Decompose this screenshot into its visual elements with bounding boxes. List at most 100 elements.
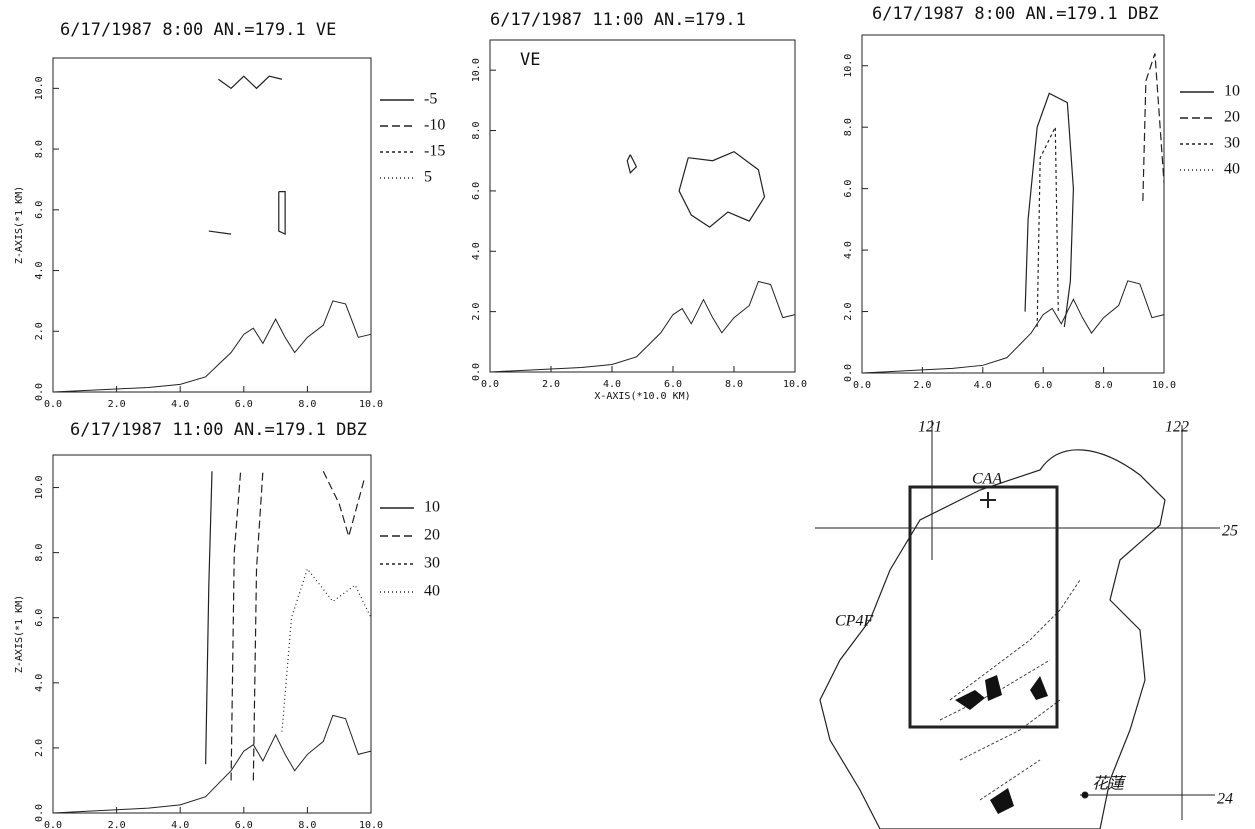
x-tick-label: 10.0	[1152, 380, 1176, 391]
x-tick-label: 0.0	[44, 399, 62, 410]
map-label: CP4F	[835, 613, 873, 630]
y-tick-label: 6.0	[471, 182, 482, 200]
legend-label: 10	[424, 499, 440, 516]
y-tick-label: 2.0	[843, 303, 854, 321]
x-tick-label: 0.0	[44, 820, 62, 829]
x-tick-label: 10.0	[359, 820, 383, 829]
x-axis-label: X-AXIS(*10.0 KM)	[594, 391, 690, 402]
x-tick-label: 8.0	[298, 820, 316, 829]
map-label: CAA	[972, 471, 1002, 488]
contour	[252, 471, 264, 781]
y-tick-label: 2.0	[471, 303, 482, 321]
contour	[1036, 126, 1059, 327]
panel-title: 6/17/1987 8:00 AN.=179.1 DBZ	[872, 4, 1159, 24]
x-tick-label: 2.0	[108, 820, 126, 829]
hatched-region	[939, 579, 1081, 801]
terrain-line	[489, 280, 796, 373]
terrain-line	[861, 280, 1165, 374]
contour	[281, 567, 372, 732]
panel: 6/17/1987 8:00 AN.=179.1 DBZ 0.0 2.0 4.0 6.0…	[843, 4, 1240, 391]
y-tick-label: 8.0	[34, 544, 45, 562]
x-tick-label: 8.0	[1095, 380, 1113, 391]
y-tick-label: 0.0	[471, 363, 482, 381]
plot-frame	[52, 57, 372, 393]
echo-cells	[955, 675, 1048, 814]
legend-label: 20	[1224, 109, 1240, 126]
x-tick-label: 6.0	[1034, 380, 1052, 391]
x-tick-label: 4.0	[171, 399, 189, 410]
contour	[1024, 92, 1075, 327]
legend-label: -5	[424, 91, 437, 108]
contour	[626, 154, 638, 174]
terrain-line	[52, 300, 372, 393]
x-tick-label: 6.0	[235, 820, 253, 829]
plot-frame	[52, 454, 372, 814]
y-tick-label: 6.0	[34, 609, 45, 627]
legend-label: 10	[1224, 83, 1240, 100]
y-tick-label: 10.0	[471, 58, 482, 82]
y-tick-label: 2.0	[34, 739, 45, 757]
legend-label: 30	[1224, 135, 1240, 152]
y-tick-label: 4.0	[843, 241, 854, 259]
y-tick-label: 8.0	[471, 122, 482, 140]
inner-label: VE	[520, 50, 540, 70]
x-tick-label: 6.0	[235, 399, 253, 410]
panel-title: 6/17/1987 11:00 AN.=179.1 DBZ	[70, 420, 367, 440]
panel-title: 6/17/1987 8:00 AN.=179.1 VE	[60, 20, 336, 40]
x-tick-label: 0.0	[481, 379, 499, 390]
x-tick-label: 4.0	[171, 820, 189, 829]
panel: 6/17/1987 8:00 AN.=179.1 VE 0.0 2.0 4.0 6.0 8…	[14, 20, 445, 410]
x-tick-label: 2.0	[913, 380, 931, 391]
legend-label: 30	[424, 555, 440, 572]
map-label: 花蓮	[1092, 775, 1127, 793]
panel-title: 6/17/1987 11:00 AN.=179.1	[490, 10, 746, 30]
contour	[218, 75, 283, 90]
y-axis-label: Z-AXIS(*1 KM)	[14, 595, 25, 673]
y-tick-label: 8.0	[843, 118, 854, 136]
legend-label: -15	[424, 143, 445, 160]
contour	[678, 150, 766, 228]
map: 121 122 25 24 CAA CP4F 花蓮	[815, 419, 1238, 829]
legend-label: -10	[424, 117, 445, 134]
contour	[1142, 53, 1165, 201]
x-tick-label: 2.0	[108, 399, 126, 410]
y-tick-label: 0.0	[34, 383, 45, 401]
x-tick-label: 0.0	[853, 380, 871, 391]
contour	[278, 191, 286, 236]
y-tick-label: 6.0	[34, 201, 45, 219]
y-tick-label: 10.0	[843, 54, 854, 78]
y-tick-label: 2.0	[34, 322, 45, 340]
y-tick-label: 10.0	[34, 76, 45, 100]
legend-label: 20	[424, 527, 440, 544]
x-tick-label: 6.0	[664, 379, 682, 390]
map-label: 121	[918, 419, 942, 436]
x-tick-label: 10.0	[359, 399, 383, 410]
map-label: 24	[1217, 791, 1233, 808]
x-tick-label: 4.0	[974, 380, 992, 391]
plot-frame	[861, 34, 1165, 374]
map-label: 122	[1165, 419, 1189, 436]
legend-label: 5	[424, 169, 432, 186]
contour	[208, 230, 232, 235]
terrain-line	[52, 714, 372, 814]
x-tick-label: 8.0	[725, 379, 743, 390]
y-tick-label: 10.0	[34, 475, 45, 499]
x-tick-label: 4.0	[603, 379, 621, 390]
y-tick-label: 4.0	[34, 674, 45, 692]
legend-label: 40	[424, 583, 440, 600]
y-tick-label: 0.0	[843, 364, 854, 382]
x-tick-label: 2.0	[542, 379, 560, 390]
y-axis-label: Z-AXIS(*1 KM)	[14, 186, 25, 264]
legend-label: 40	[1224, 161, 1240, 178]
panel: 6/17/1987 11:00 AN.=179.1 0.0 2.0 4.0 6.0 8.0…	[471, 10, 807, 402]
y-tick-label: 6.0	[843, 180, 854, 198]
contour	[230, 471, 242, 781]
x-tick-label: 10.0	[783, 379, 807, 390]
y-tick-label: 8.0	[34, 140, 45, 158]
y-tick-label: 0.0	[34, 804, 45, 822]
contour	[205, 471, 213, 765]
x-tick-label: 8.0	[298, 399, 316, 410]
station-cross	[980, 492, 996, 508]
plot-frame	[489, 39, 796, 373]
